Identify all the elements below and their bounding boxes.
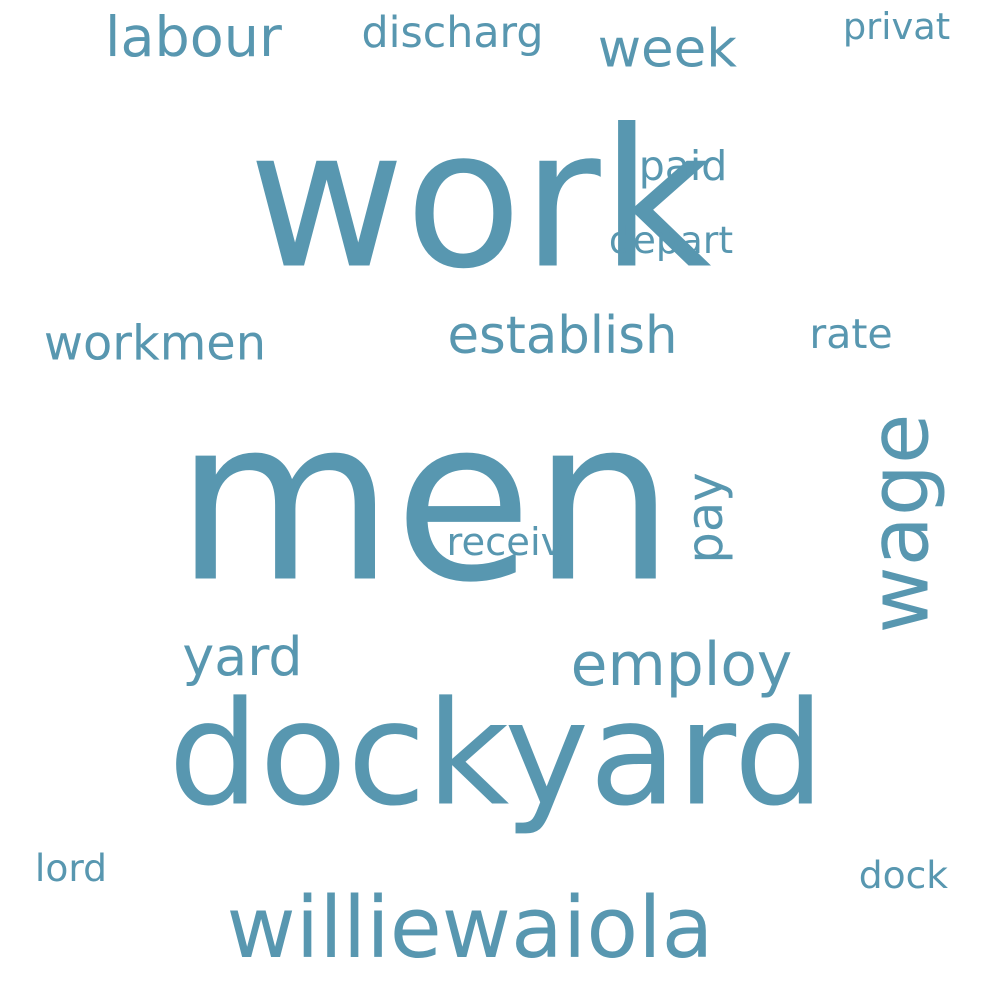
word-lord: lord <box>35 846 107 890</box>
word-men: men <box>175 371 675 633</box>
word-yard: yard <box>182 625 302 688</box>
word-receiv: receiv <box>447 520 564 565</box>
word-wage: wage <box>853 414 948 634</box>
word-workmen: workmen <box>44 317 266 372</box>
word-depart: depart <box>609 218 733 262</box>
word-labour: labour <box>105 5 282 70</box>
word-employ: employ <box>571 630 793 700</box>
word-williewaiola: williewaiola <box>227 878 714 977</box>
word-establish: establish <box>448 306 678 366</box>
word-discharg: discharg <box>362 8 544 58</box>
word-pay: pay <box>676 472 734 563</box>
word-work: work <box>248 89 711 312</box>
word-dockyard: dockyard <box>168 671 825 838</box>
word-week: week <box>598 19 738 80</box>
word-rate: rate <box>809 310 892 358</box>
word-dock: dock <box>859 853 949 897</box>
word-privat: privat <box>843 5 950 48</box>
word-paid: paid <box>639 142 728 190</box>
